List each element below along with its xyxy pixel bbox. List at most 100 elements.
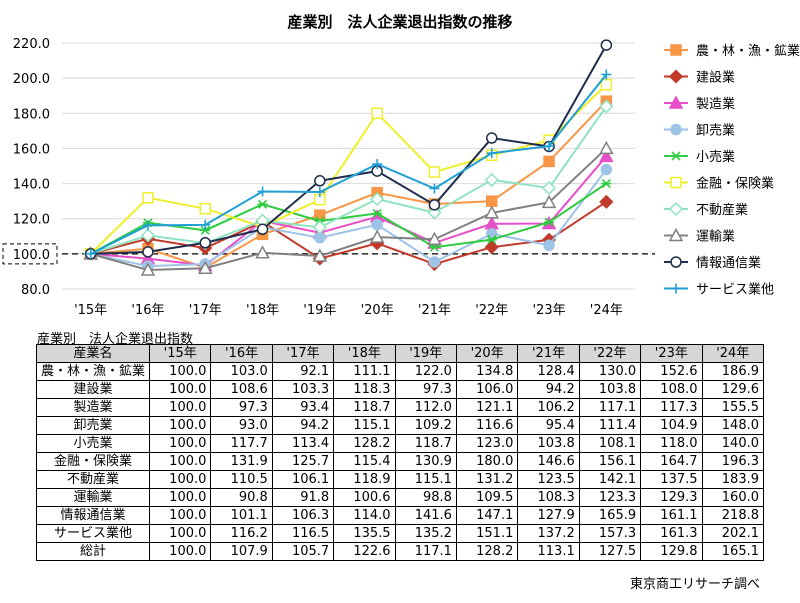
table-header-year: '23年 xyxy=(640,344,703,363)
table-cell-value: 165.9 xyxy=(578,506,642,525)
legend-item: 不動産業 xyxy=(664,201,748,218)
x-axis-ticks: '15年 '16年 '17年 '18年 '19年 '20年 '21年 '22年 '23年 '24年 xyxy=(74,303,623,318)
legend-item: 小売業 xyxy=(664,149,735,165)
legend-item: 卸売業 xyxy=(664,123,735,139)
y-tick-label: 200.0 xyxy=(13,72,50,87)
x-tick-label: '21年 xyxy=(418,303,451,318)
x-tick-label: '20年 xyxy=(361,303,394,318)
table-header-year: '21年 xyxy=(517,344,580,363)
table-cell-value: 108.6 xyxy=(210,380,273,399)
table-header-row: 産業名 '15年 '16年 '17年 '18年 '19年 '20年 '21年 '22年 '23年 '… xyxy=(36,344,765,363)
table-cell-value: 112.0 xyxy=(394,398,457,417)
y-tick-label: 100.0 xyxy=(13,248,50,263)
table-cell-value: 105.7 xyxy=(271,542,335,561)
data-point xyxy=(601,179,612,189)
table-cell-value: 114.0 xyxy=(333,506,396,525)
legend-label: 金融・保険業 xyxy=(696,176,774,192)
table-cell-value: 115.1 xyxy=(394,470,457,489)
y-tick-label: 80.0 xyxy=(21,283,50,298)
table-title: 産業別 法人企業退出指数 xyxy=(37,332,194,347)
data-point xyxy=(256,223,269,236)
table-cell-value: 103.0 xyxy=(210,362,273,381)
legend-item: 運輸業 xyxy=(664,227,735,245)
data-point xyxy=(543,239,555,251)
data-point xyxy=(314,175,326,187)
table-cell-value: 106.2 xyxy=(517,398,580,417)
table-cell-value: 148.0 xyxy=(701,416,765,435)
table-cell-value: 134.8 xyxy=(455,362,519,381)
data-point xyxy=(369,229,385,243)
y-tick-label: 160.0 xyxy=(13,142,50,157)
table-cell-value: 92.1 xyxy=(271,362,335,381)
data-point xyxy=(85,248,96,259)
table-cell-value: 160.0 xyxy=(701,488,765,507)
table-cell-value: 118.7 xyxy=(394,434,457,453)
table-cell-value: 116.6 xyxy=(455,416,519,435)
table-header-year: '17年 xyxy=(271,344,335,363)
table-row: 運輸業 100.0 90.8 91.8 100.6 98.8 109.5 108.3 123.3… xyxy=(36,488,765,507)
table-header-year: '22年 xyxy=(578,344,642,363)
series-9 xyxy=(85,69,612,259)
data-point xyxy=(484,205,500,219)
x-tick-label: '18年 xyxy=(246,303,279,318)
table-cell-value: 129.8 xyxy=(640,542,703,561)
data-point xyxy=(140,262,156,276)
data-point xyxy=(314,209,326,221)
data-point xyxy=(428,199,441,211)
table-cell-value: 183.9 xyxy=(701,470,765,489)
table-cell-value: 90.8 xyxy=(210,488,273,507)
x-tick-label: '24年 xyxy=(590,303,623,318)
table-cell-value: 108.1 xyxy=(578,434,642,453)
table-cell-value: 130.9 xyxy=(394,452,457,471)
series-6 xyxy=(83,99,614,261)
table-cell-industry: 小売業 xyxy=(36,434,150,453)
legend-item: 金融・保険業 xyxy=(664,176,774,192)
table-cell-value: 97.3 xyxy=(210,398,273,417)
data-point xyxy=(486,132,498,144)
chart-legend: 農・林・漁・鉱業建設業製造業卸売業小売業金融・保険業不動産業運輸業情報通信業サー… xyxy=(664,43,800,298)
table-cell-value: 123.5 xyxy=(517,470,580,489)
legend-item: 情報通信業 xyxy=(664,255,761,271)
table-cell-industry: 建設業 xyxy=(36,380,150,399)
table-cell-value: 142.1 xyxy=(578,470,642,489)
table-cell-value: 118.7 xyxy=(333,398,396,417)
data-point xyxy=(257,186,268,197)
data-point xyxy=(428,166,441,178)
table-cell-value: 127.9 xyxy=(517,506,580,525)
baseline-label-box xyxy=(2,243,58,265)
table-cell-value: 106.1 xyxy=(271,470,335,489)
table-cell-value: 100.0 xyxy=(148,506,212,525)
table-cell-value: 103.8 xyxy=(578,380,642,399)
table-header-year: '19年 xyxy=(394,344,457,363)
table-cell-industry: サービス業他 xyxy=(36,524,150,543)
series-line xyxy=(90,105,608,255)
table-header-year: '20年 xyxy=(455,344,519,363)
table-cell-value: 100.6 xyxy=(333,488,396,507)
legend-item: サービス業他 xyxy=(664,282,774,298)
series-line xyxy=(90,182,607,255)
legend-label: サービス業他 xyxy=(696,282,774,298)
data-point xyxy=(543,155,555,168)
data-point xyxy=(371,218,383,231)
data-point xyxy=(370,191,385,207)
data-point xyxy=(600,163,613,176)
data-point xyxy=(312,220,327,235)
data-point xyxy=(668,201,684,217)
table-cell-value: 116.2 xyxy=(210,524,273,543)
table-cell-value: 137.2 xyxy=(517,524,580,543)
data-point xyxy=(668,69,684,84)
data-point xyxy=(200,225,211,235)
y-tick-label: 180.0 xyxy=(13,107,50,122)
x-tick-label: '23年 xyxy=(532,303,565,318)
table-cell-value: 101.1 xyxy=(210,506,273,525)
table-cell-value: 122.0 xyxy=(394,362,457,381)
data-point xyxy=(544,141,555,152)
table-cell-value: 123.0 xyxy=(455,434,519,453)
table-cell-value: 125.7 xyxy=(271,452,335,471)
table-row: 建設業 100.0 108.6 103.3 118.3 97.3 106.0 94.2 103.… xyxy=(36,380,765,399)
table-cell-value: 111.1 xyxy=(333,362,396,381)
data-point xyxy=(671,151,681,161)
table-cell-value: 93.4 xyxy=(271,398,335,417)
table-cell-industry: 金融・保険業 xyxy=(36,452,150,471)
table-row: 情報通信業 100.0 101.1 106.3 114.0 141.6 147.1 127.9… xyxy=(36,506,765,525)
